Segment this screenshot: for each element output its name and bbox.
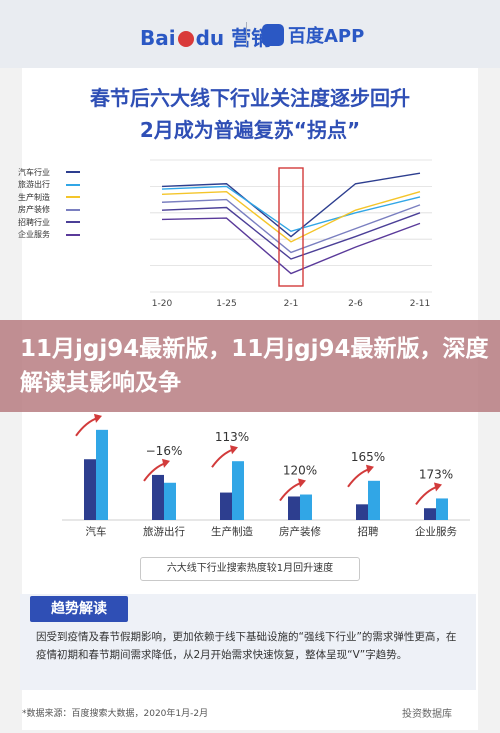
series-line <box>161 185 421 233</box>
series-line <box>161 217 421 275</box>
paw-icon <box>177 31 194 47</box>
growth-arrowhead <box>94 413 102 423</box>
bar-data-label: 173% <box>419 467 453 481</box>
bar-data-label: −16% <box>146 444 183 458</box>
bar-data-label: 165% <box>351 450 385 464</box>
legend-swatch <box>66 183 80 186</box>
bar-category-label: 生产制造 <box>211 525 253 538</box>
title-line-1: 春节后六大线下行业关注度逐步回升 <box>90 86 410 110</box>
legend-item: 企业服务 <box>18 229 80 242</box>
bar <box>288 496 300 520</box>
legend-label: 招聘行业 <box>18 217 50 227</box>
growth-arrowhead <box>230 445 238 455</box>
x-tick-label: 2-11 <box>410 299 430 309</box>
bar <box>220 492 232 520</box>
growth-arrow <box>211 448 235 468</box>
bar <box>368 480 380 520</box>
legend-swatch <box>66 233 80 236</box>
x-tick-label: 2-6 <box>348 299 363 309</box>
legend-item: 招聘行业 <box>18 216 80 229</box>
bar-category-label: 汽车 <box>86 525 107 538</box>
series-line <box>161 172 421 238</box>
series-line <box>161 198 421 254</box>
bar <box>300 494 312 520</box>
legend-item: 生产制造 <box>18 191 80 204</box>
legend-label: 旅游出行 <box>18 180 50 190</box>
x-tick-label: 1-20 <box>152 299 173 309</box>
bar-data-label: 113% <box>215 430 249 444</box>
trend-tag: 趋势解读 <box>30 596 128 622</box>
bar <box>152 474 164 520</box>
trend-text: 因受到疫情及春节假期影响，更加依赖于线下基础设施的“强线下行业”的需求弹性更高，… <box>36 631 457 661</box>
series-line <box>161 190 421 243</box>
bar <box>356 504 368 520</box>
legend-item: 汽车行业 <box>18 166 80 179</box>
legend-label: 生产制造 <box>18 192 50 202</box>
title-line-2: 2月成为普遍复苏“拐点” <box>139 118 361 142</box>
bar-category-label: 招聘 <box>358 525 379 538</box>
growth-arrow <box>415 485 439 506</box>
growth-arrow <box>347 467 371 488</box>
x-tick-label: 1-25 <box>216 299 236 309</box>
bar <box>84 459 96 520</box>
baidu-app-icon <box>262 24 284 46</box>
bar <box>424 508 436 520</box>
watermark: 投资数据库 <box>402 709 452 720</box>
legend-label: 企业服务 <box>18 230 50 240</box>
legend-swatch <box>66 171 80 174</box>
legend-item: 房产装修 <box>18 204 80 217</box>
banner-text: 11月jgj94最新版，11月jgj94最新版，深度解读其影响及争 <box>20 336 489 396</box>
bar-category-label: 旅游出行 <box>143 525 185 538</box>
bar-data-label: 120% <box>283 464 317 478</box>
bar <box>232 461 244 520</box>
header: Bai du 营销 百度APP <box>0 0 500 68</box>
bar <box>436 498 448 520</box>
x-tick-label: 2-1 <box>284 299 299 309</box>
bar <box>164 482 176 520</box>
overlay-banner[interactable]: 11月jgj94最新版，11月jgj94最新版，深度解读其影响及争 <box>0 320 500 412</box>
bar-chart-title: 六大线下行业搜索热度较1月回升速度 <box>140 557 360 581</box>
legend-item: 旅游出行 <box>18 179 80 192</box>
bar <box>96 429 108 520</box>
data-source: *数据来源：百度搜索大数据，2020年1月-2月 <box>22 709 209 719</box>
legend-swatch <box>66 196 80 199</box>
series-line <box>161 206 421 260</box>
legend-label: 汽车行业 <box>18 167 50 177</box>
growth-arrowhead <box>434 482 442 492</box>
legend-label: 房产装修 <box>18 205 50 215</box>
bar-category-label: 房产装修 <box>279 525 321 538</box>
growth-arrowhead <box>298 478 306 488</box>
logo-divider <box>246 22 247 46</box>
bar-category-label: 企业服务 <box>415 525 457 538</box>
highlight-box <box>278 167 304 287</box>
legend-swatch <box>66 208 80 211</box>
legend-swatch <box>66 221 80 224</box>
growth-arrow <box>75 416 99 437</box>
line-chart-legend: 汽车行业旅游出行生产制造房产装修招聘行业企业服务 <box>18 166 80 241</box>
baidu-app-logo[interactable]: 百度APP <box>262 22 364 48</box>
growth-arrowhead <box>366 464 374 474</box>
growth-arrowhead <box>162 458 170 468</box>
